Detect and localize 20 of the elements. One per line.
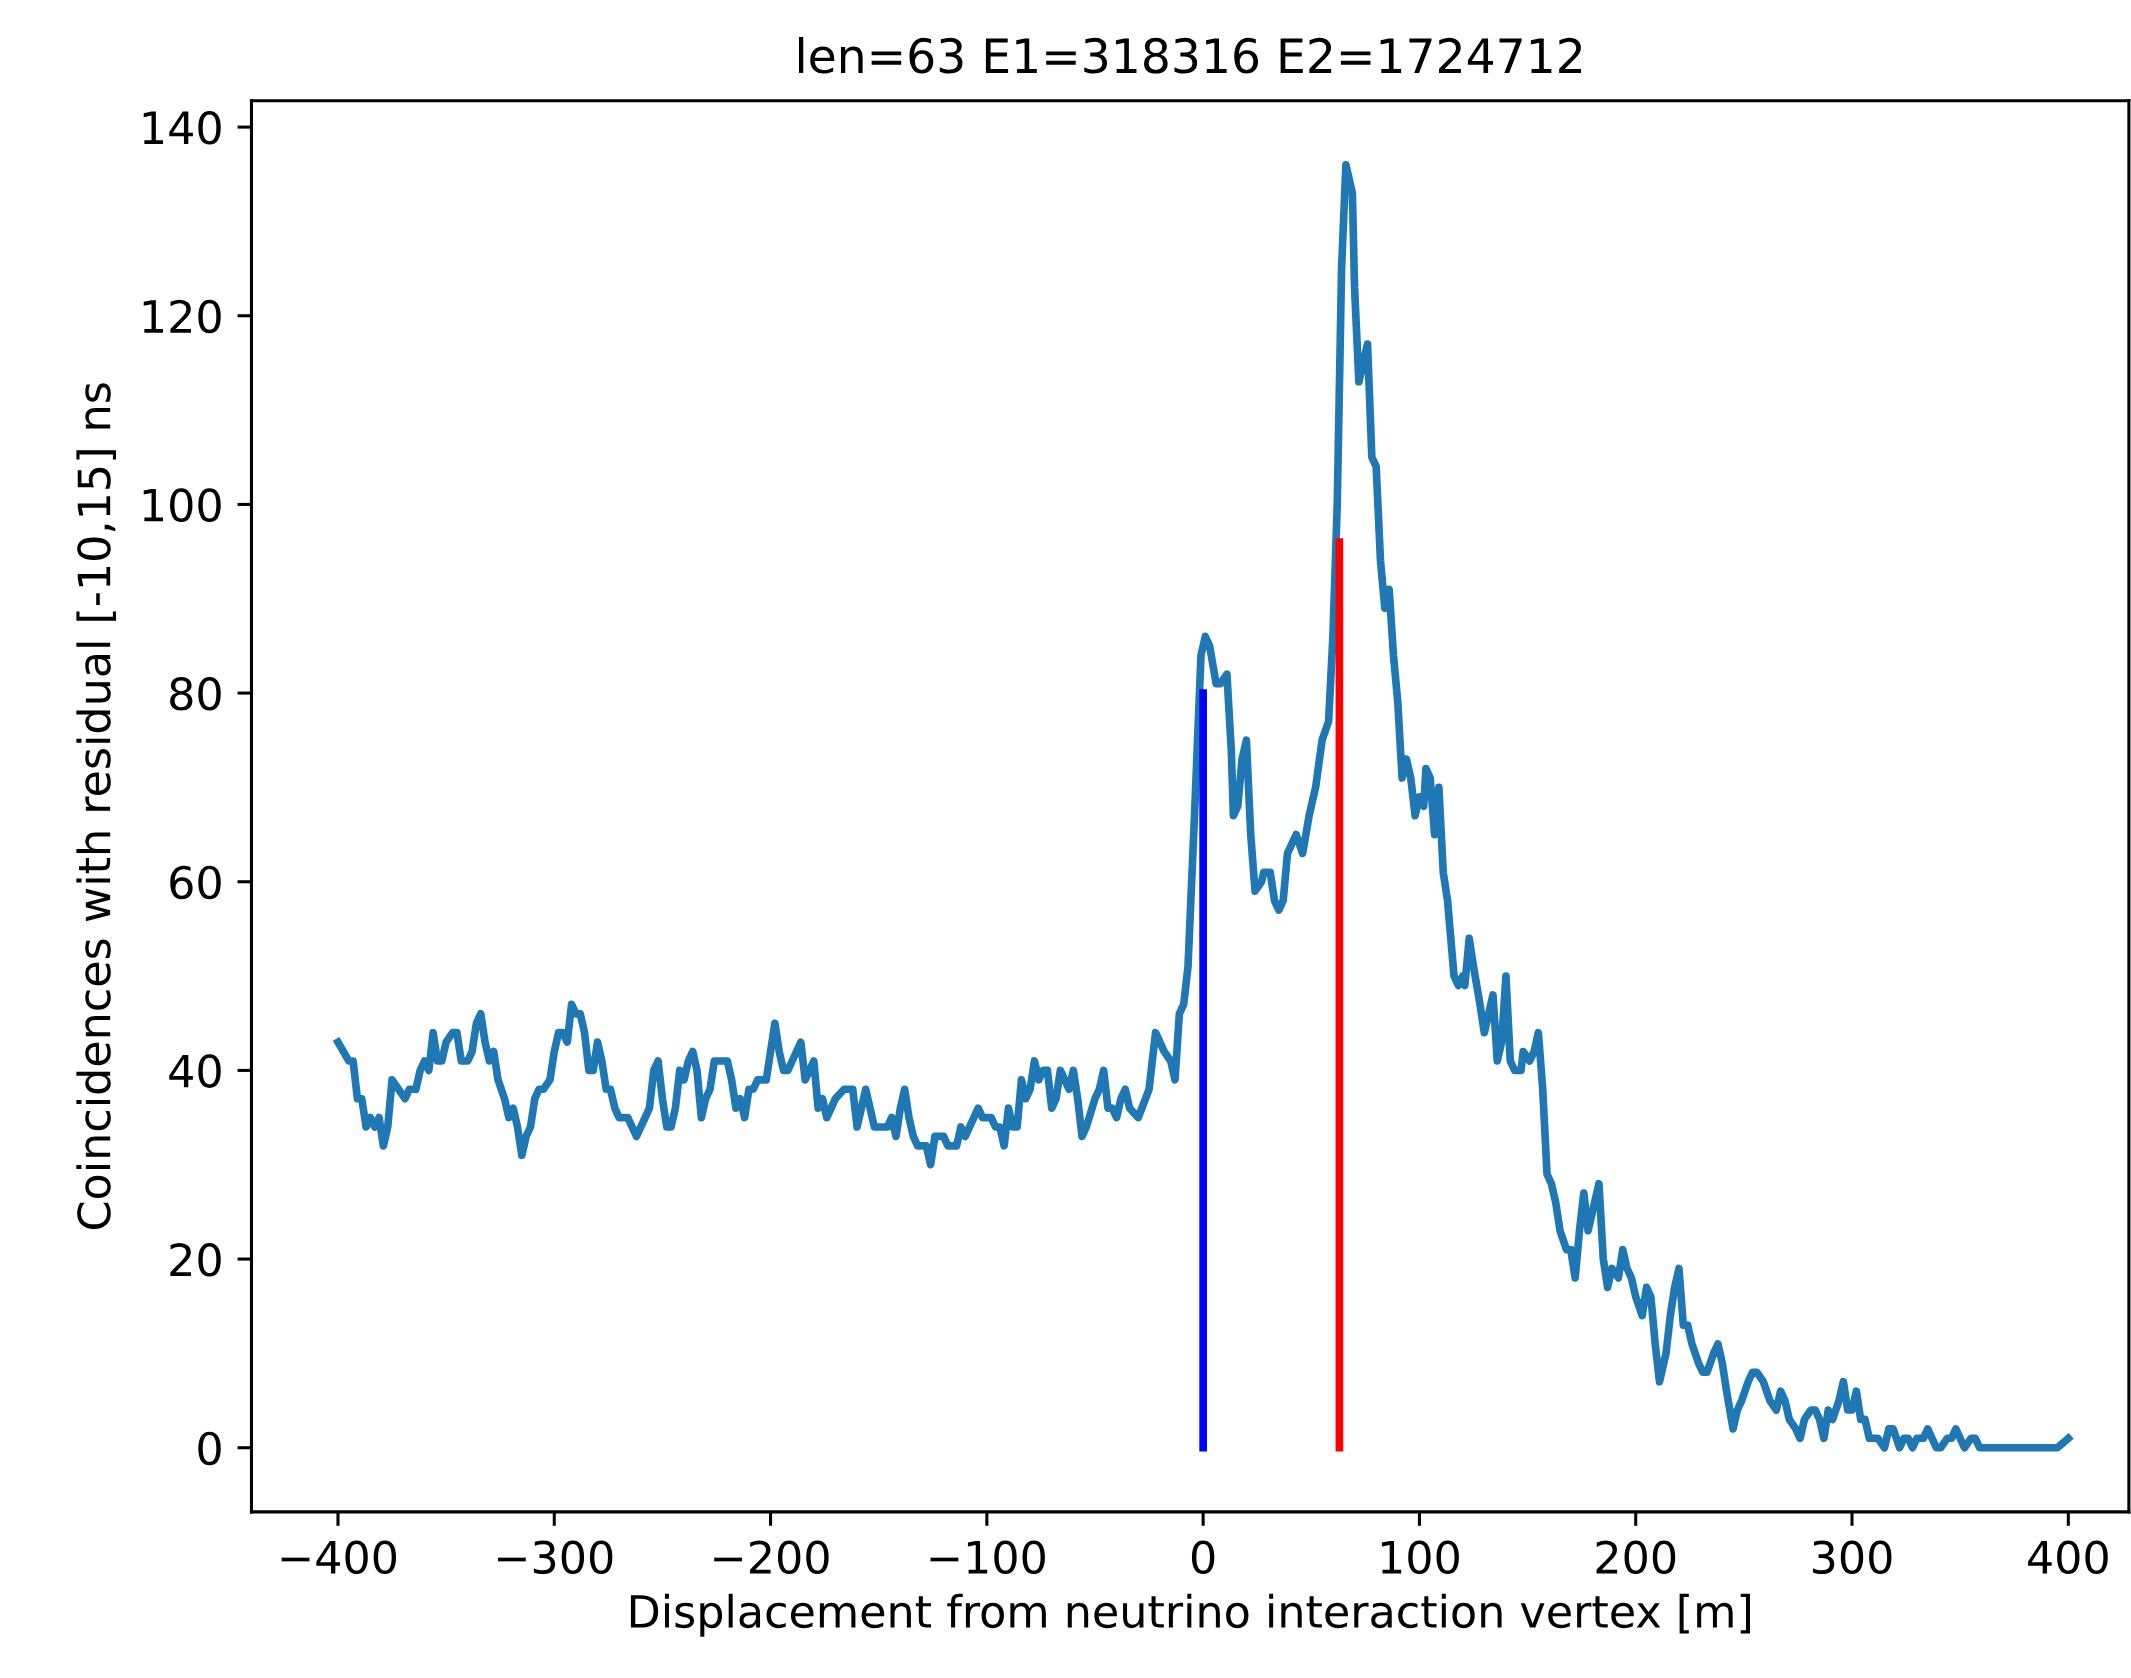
y-tick-label: 20 (170, 1242, 221, 1277)
x-tick-label: −200 (714, 1540, 829, 1575)
x-tick-label: −300 (497, 1540, 613, 1575)
y-tick-label: 120 (143, 299, 221, 334)
x-tick-label: 200 (1596, 1540, 1676, 1575)
y-tick-label: 60 (170, 865, 221, 900)
x-tick-label: 400 (2028, 1540, 2108, 1575)
y-axis-title: Coincidences with residual [-10,15] ns (76, 383, 117, 1229)
x-tick-label: 100 (1381, 1540, 1459, 1575)
y-tick-label: 140 (143, 110, 221, 145)
x-tick-label: −100 (930, 1540, 1045, 1575)
x-tick-label: 0 (1191, 1540, 1215, 1575)
x-tick-label: −400 (281, 1540, 397, 1575)
x-tick-label: 300 (1812, 1540, 1892, 1575)
chart-title: len=63 E1=318316 E2=1724712 (798, 37, 1582, 74)
y-tick-label: 40 (169, 1054, 221, 1088)
y-tick-label: 0 (198, 1431, 221, 1466)
y-tick-label: 100 (143, 488, 221, 522)
y-tick-label: 80 (170, 676, 221, 711)
x-axis-title: Displacement from neutrino interaction vertex [m] (630, 1593, 1750, 1637)
